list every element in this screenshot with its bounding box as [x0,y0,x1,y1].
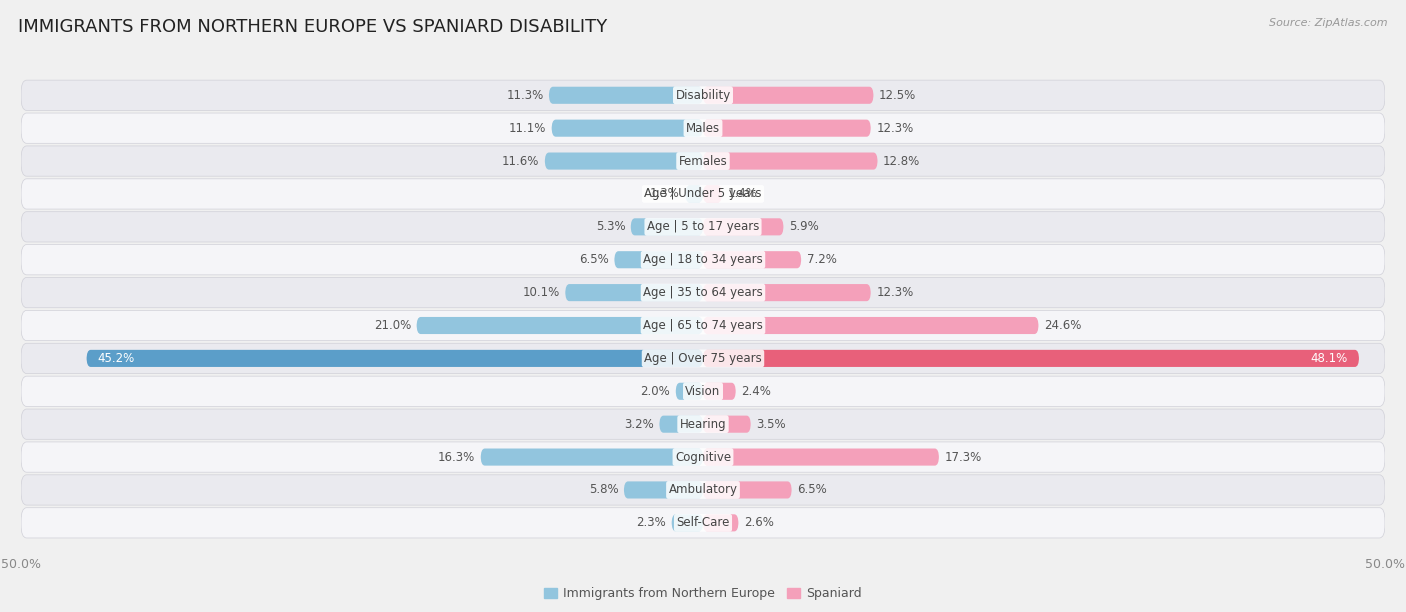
Text: 2.0%: 2.0% [641,385,671,398]
Text: 1.3%: 1.3% [650,187,681,201]
FancyBboxPatch shape [631,218,703,236]
Text: 16.3%: 16.3% [439,450,475,463]
FancyBboxPatch shape [565,284,703,301]
FancyBboxPatch shape [703,382,735,400]
Text: 48.1%: 48.1% [1310,352,1348,365]
FancyBboxPatch shape [551,119,703,136]
Text: 21.0%: 21.0% [374,319,411,332]
FancyBboxPatch shape [703,251,801,268]
FancyBboxPatch shape [21,343,1385,373]
Text: Cognitive: Cognitive [675,450,731,463]
Text: 2.3%: 2.3% [637,517,666,529]
FancyBboxPatch shape [672,514,703,531]
FancyBboxPatch shape [703,449,939,466]
Text: 2.6%: 2.6% [744,517,773,529]
Text: Males: Males [686,122,720,135]
FancyBboxPatch shape [21,245,1385,275]
FancyBboxPatch shape [544,152,703,170]
Text: 3.5%: 3.5% [756,417,786,431]
Text: 2.4%: 2.4% [741,385,770,398]
FancyBboxPatch shape [416,317,703,334]
FancyBboxPatch shape [703,350,1360,367]
FancyBboxPatch shape [21,442,1385,472]
FancyBboxPatch shape [21,310,1385,341]
FancyBboxPatch shape [703,416,751,433]
FancyBboxPatch shape [685,185,703,203]
Text: 11.3%: 11.3% [506,89,544,102]
Text: 7.2%: 7.2% [807,253,837,266]
Text: 6.5%: 6.5% [579,253,609,266]
Text: Age | Over 75 years: Age | Over 75 years [644,352,762,365]
Text: 1.4%: 1.4% [727,187,758,201]
FancyBboxPatch shape [21,508,1385,538]
Text: Ambulatory: Ambulatory [668,483,738,496]
FancyBboxPatch shape [703,119,870,136]
FancyBboxPatch shape [87,350,703,367]
Text: 3.2%: 3.2% [624,417,654,431]
FancyBboxPatch shape [21,277,1385,308]
Text: 12.5%: 12.5% [879,89,917,102]
FancyBboxPatch shape [703,152,877,170]
FancyBboxPatch shape [703,284,870,301]
Text: Age | 5 to 17 years: Age | 5 to 17 years [647,220,759,233]
FancyBboxPatch shape [481,449,703,466]
FancyBboxPatch shape [703,87,873,104]
FancyBboxPatch shape [676,382,703,400]
Text: Vision: Vision [685,385,721,398]
Text: 5.3%: 5.3% [596,220,626,233]
Text: 6.5%: 6.5% [797,483,827,496]
Text: Age | 65 to 74 years: Age | 65 to 74 years [643,319,763,332]
Text: 24.6%: 24.6% [1045,319,1081,332]
Text: Age | Under 5 years: Age | Under 5 years [644,187,762,201]
FancyBboxPatch shape [659,416,703,433]
FancyBboxPatch shape [21,80,1385,110]
Text: Hearing: Hearing [679,417,727,431]
Text: Disability: Disability [675,89,731,102]
Text: 10.1%: 10.1% [523,286,560,299]
FancyBboxPatch shape [21,475,1385,505]
Text: Age | 18 to 34 years: Age | 18 to 34 years [643,253,763,266]
FancyBboxPatch shape [21,146,1385,176]
Text: 12.3%: 12.3% [876,286,914,299]
Text: 12.3%: 12.3% [876,122,914,135]
Text: 11.1%: 11.1% [509,122,546,135]
FancyBboxPatch shape [703,185,723,203]
Text: Females: Females [679,155,727,168]
FancyBboxPatch shape [21,376,1385,406]
Text: 12.8%: 12.8% [883,155,921,168]
FancyBboxPatch shape [614,251,703,268]
FancyBboxPatch shape [703,514,738,531]
Text: Age | 35 to 64 years: Age | 35 to 64 years [643,286,763,299]
FancyBboxPatch shape [548,87,703,104]
FancyBboxPatch shape [21,212,1385,242]
FancyBboxPatch shape [703,482,792,499]
Text: 17.3%: 17.3% [945,450,981,463]
Text: 5.8%: 5.8% [589,483,619,496]
Legend: Immigrants from Northern Europe, Spaniard: Immigrants from Northern Europe, Spaniar… [544,587,862,600]
FancyBboxPatch shape [21,113,1385,143]
FancyBboxPatch shape [21,179,1385,209]
FancyBboxPatch shape [703,317,1039,334]
FancyBboxPatch shape [624,482,703,499]
FancyBboxPatch shape [703,218,783,236]
Text: Source: ZipAtlas.com: Source: ZipAtlas.com [1270,18,1388,28]
Text: 5.9%: 5.9% [789,220,818,233]
Text: 11.6%: 11.6% [502,155,540,168]
Text: 45.2%: 45.2% [97,352,135,365]
FancyBboxPatch shape [21,409,1385,439]
Text: IMMIGRANTS FROM NORTHERN EUROPE VS SPANIARD DISABILITY: IMMIGRANTS FROM NORTHERN EUROPE VS SPANI… [18,18,607,36]
Text: Self-Care: Self-Care [676,517,730,529]
